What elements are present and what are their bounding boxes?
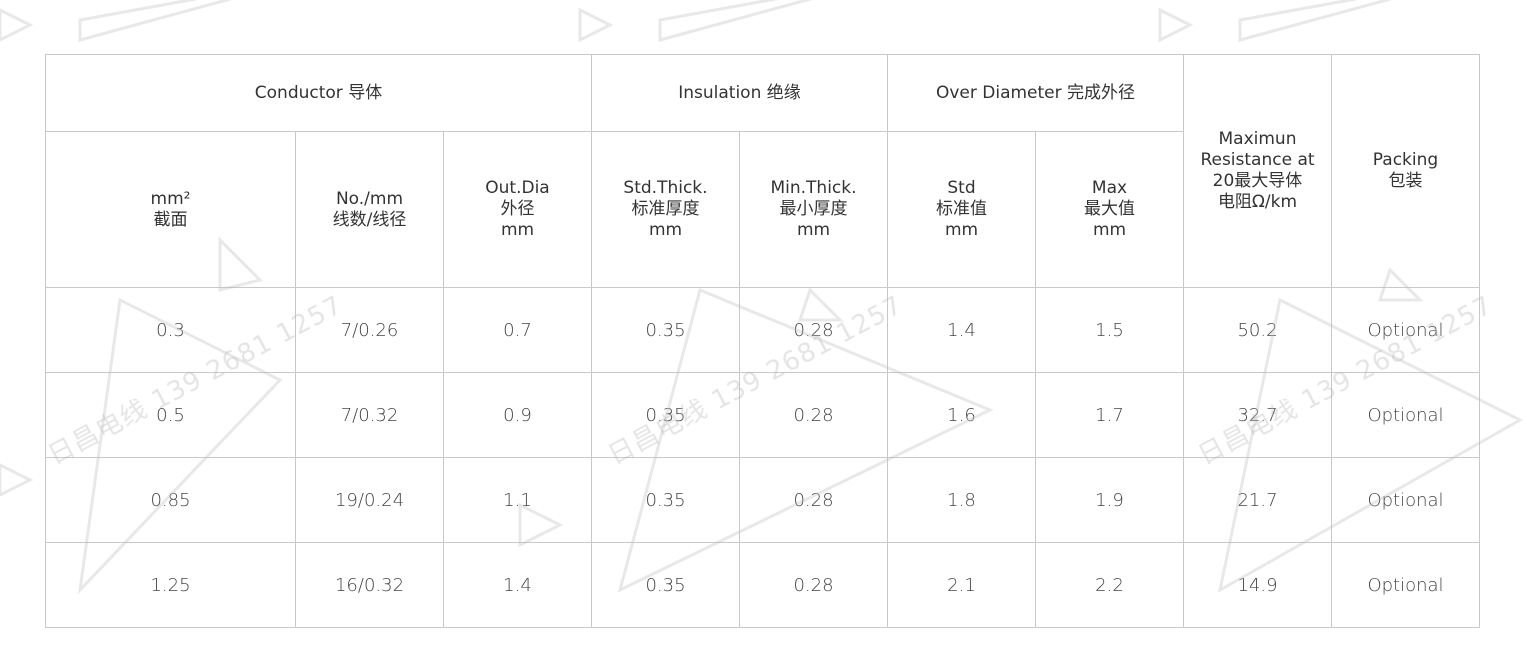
table-cell: 2.2 (1035, 542, 1184, 628)
table-cell: 21.7 (1183, 457, 1332, 543)
table-cell: 16/0.32 (295, 542, 444, 628)
table-cell: 1.25 (45, 542, 296, 628)
table-cell: 0.28 (739, 287, 888, 373)
table-cell: 1.6 (887, 372, 1036, 458)
table-cell: 0.28 (739, 372, 888, 458)
group-insulation: Insulation 绝缘 (591, 54, 888, 132)
column-header-row: mm² 截面 No./mm 线数/线径 Out.Dia 外径 mm Std.Th… (45, 131, 1480, 288)
group-over-diameter: Over Diameter 完成外径 (887, 54, 1184, 132)
table-cell: 0.35 (591, 372, 740, 458)
group-header-row: Conductor 导体 Insulation 绝缘 Over Diameter… (45, 54, 1480, 288)
table-row: 0.5 7/0.32 0.9 0.35 0.28 1.6 1.7 32.7 Optional (45, 372, 1480, 458)
table-cell: Optional (1331, 287, 1480, 373)
table-cell: 14.9 (1183, 542, 1332, 628)
table-row: 1.25 16/0.32 1.4 0.35 0.28 2.1 2.2 14.9 Optional (45, 542, 1480, 628)
header-cross-section: mm² 截面 (45, 131, 296, 288)
header-out-dia: Out.Dia 外径 mm (443, 131, 592, 288)
table-cell: 1.8 (887, 457, 1036, 543)
header-od-max: Max 最大值 mm (1035, 131, 1184, 288)
table-cell: 32.7 (1183, 372, 1332, 458)
table-cell: 1.7 (1035, 372, 1184, 458)
table-cell: 19/0.24 (295, 457, 444, 543)
spec-table: Conductor 导体 Insulation 绝缘 Over Diameter… (45, 54, 1480, 628)
table-cell: 50.2 (1183, 287, 1332, 373)
table-cell: 0.3 (45, 287, 296, 373)
table-cell: Optional (1331, 457, 1480, 543)
group-conductor: Conductor 导体 (45, 54, 592, 132)
header-packing: Packing 包装 (1331, 54, 1480, 288)
table-cell: 1.4 (443, 542, 592, 628)
table-cell: 0.9 (443, 372, 592, 458)
table-cell: 1.9 (1035, 457, 1184, 543)
header-strands: No./mm 线数/线径 (295, 131, 444, 288)
table-cell: 0.28 (739, 457, 888, 543)
table-cell: 1.1 (443, 457, 592, 543)
table-cell: 0.28 (739, 542, 888, 628)
table-cell: 0.35 (591, 287, 740, 373)
table-cell: 0.85 (45, 457, 296, 543)
header-std-thick: Std.Thick. 标准厚度 mm (591, 131, 740, 288)
table-cell: 7/0.32 (295, 372, 444, 458)
table-cell: 1.5 (1035, 287, 1184, 373)
header-od-std: Std 标准值 mm (887, 131, 1036, 288)
header-resistance: Maximun Resistance at 20最大导体 电阻Ω/km (1183, 54, 1332, 288)
table-cell: 0.35 (591, 542, 740, 628)
table-cell: 0.5 (45, 372, 296, 458)
table-cell: 1.4 (887, 287, 1036, 373)
table-cell: 7/0.26 (295, 287, 444, 373)
table-cell: 2.1 (887, 542, 1036, 628)
table-cell: Optional (1331, 372, 1480, 458)
table-row: 0.3 7/0.26 0.7 0.35 0.28 1.4 1.5 50.2 Optional (45, 287, 1480, 373)
header-min-thick: Min.Thick. 最小厚度 mm (739, 131, 888, 288)
table-cell: 0.35 (591, 457, 740, 543)
table-cell: Optional (1331, 542, 1480, 628)
table-cell: 0.7 (443, 287, 592, 373)
table-row: 0.85 19/0.24 1.1 0.35 0.28 1.8 1.9 21.7 Optional (45, 457, 1480, 543)
